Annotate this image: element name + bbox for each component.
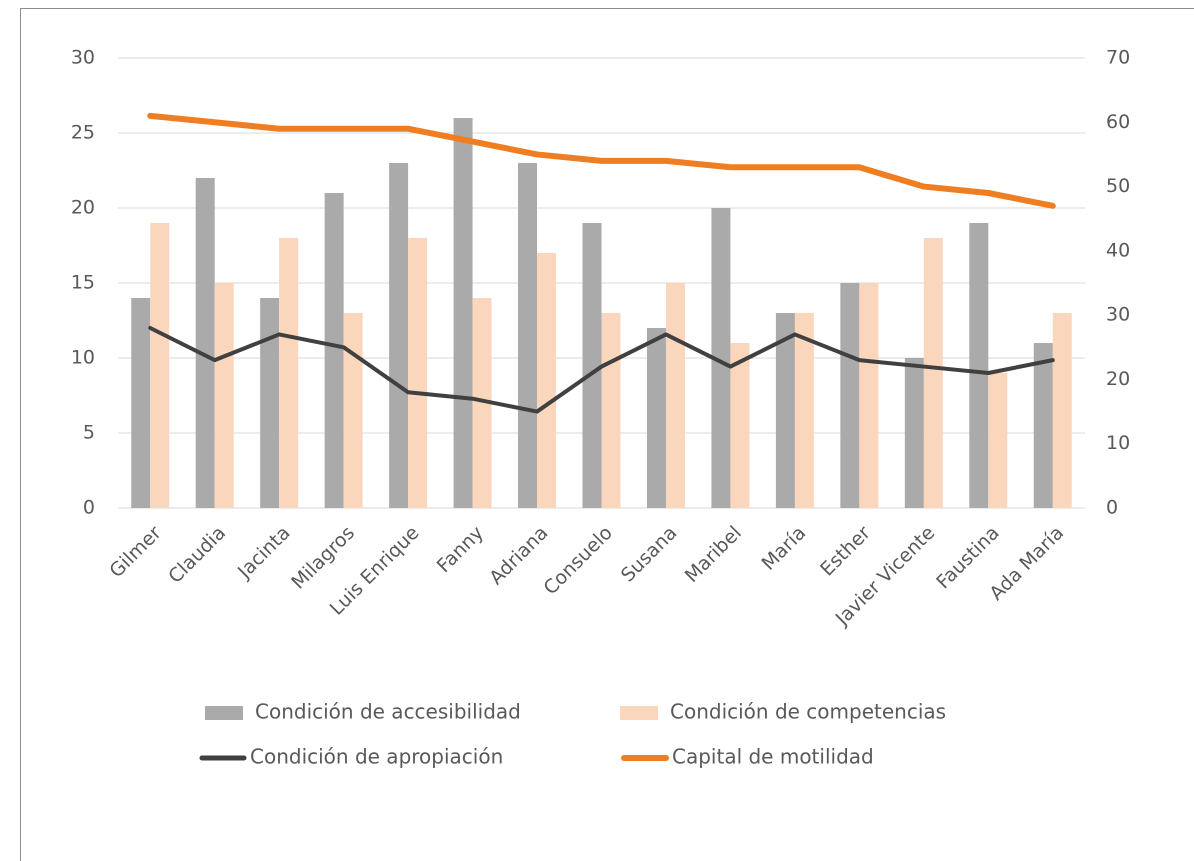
bar — [131, 298, 151, 508]
x-tick-label: Consuelo — [540, 522, 617, 599]
legend-label: Condición de apropiación — [250, 745, 503, 769]
bar — [988, 373, 1008, 508]
x-tick-label: Claudia — [164, 522, 230, 588]
legend-swatch — [205, 706, 243, 720]
bar — [794, 313, 814, 508]
bar — [150, 223, 170, 508]
bar — [711, 208, 731, 508]
y2-tick-label: 20 — [1106, 368, 1130, 390]
y-tick-label: 20 — [71, 197, 95, 219]
bar — [665, 283, 685, 508]
bar — [324, 193, 344, 508]
bar — [195, 178, 215, 508]
y-tick-label: 25 — [71, 122, 95, 144]
x-tick-label: Gilmer — [105, 522, 165, 582]
bar — [343, 313, 363, 508]
y-tick-label: 10 — [71, 347, 95, 369]
y2-tick-label: 0 — [1106, 497, 1118, 519]
bar — [408, 238, 428, 508]
y2-tick-label: 30 — [1106, 304, 1130, 326]
bar — [923, 238, 943, 508]
bar — [279, 238, 299, 508]
x-tick-label: Esther — [816, 522, 875, 581]
x-tick-label: Maribel — [681, 522, 746, 587]
legend-swatch — [620, 706, 658, 720]
y-tick-label: 30 — [71, 47, 95, 69]
bar — [775, 313, 795, 508]
bar — [537, 253, 557, 508]
legend-label: Condición de competencias — [670, 700, 946, 724]
bar — [646, 328, 666, 508]
bar — [730, 343, 750, 508]
bar — [1033, 343, 1053, 508]
bar — [453, 118, 473, 508]
bar — [840, 283, 860, 508]
chart-frame — [20, 8, 1194, 861]
y-tick-label: 15 — [71, 272, 95, 294]
bar — [389, 163, 409, 508]
line-series — [148, 326, 1055, 414]
x-tick-label: Fanny — [433, 522, 488, 577]
y-tick-label: 5 — [83, 422, 95, 444]
x-tick-label: Adriana — [485, 522, 552, 589]
bar — [969, 223, 989, 508]
bar — [601, 313, 621, 508]
bar — [859, 283, 879, 508]
bar — [904, 358, 924, 508]
x-tick-label: María — [757, 522, 810, 575]
line-series — [147, 112, 1056, 209]
y2-tick-label: 40 — [1106, 239, 1130, 261]
legend-label: Condición de accesibilidad — [255, 700, 521, 724]
y2-tick-label: 10 — [1106, 432, 1130, 454]
x-tick-label: Jacinta — [233, 522, 295, 584]
y2-tick-label: 50 — [1106, 175, 1130, 197]
bar — [214, 283, 234, 508]
y2-tick-label: 60 — [1106, 111, 1130, 133]
bar — [518, 163, 538, 508]
legend-label: Capital de motilidad — [672, 745, 874, 769]
bar — [582, 223, 602, 508]
bar — [1052, 313, 1072, 508]
y-tick-label: 0 — [83, 497, 95, 519]
y2-tick-label: 70 — [1106, 47, 1130, 69]
bar — [472, 298, 492, 508]
bar — [260, 298, 280, 508]
x-tick-label: Susana — [617, 522, 682, 587]
